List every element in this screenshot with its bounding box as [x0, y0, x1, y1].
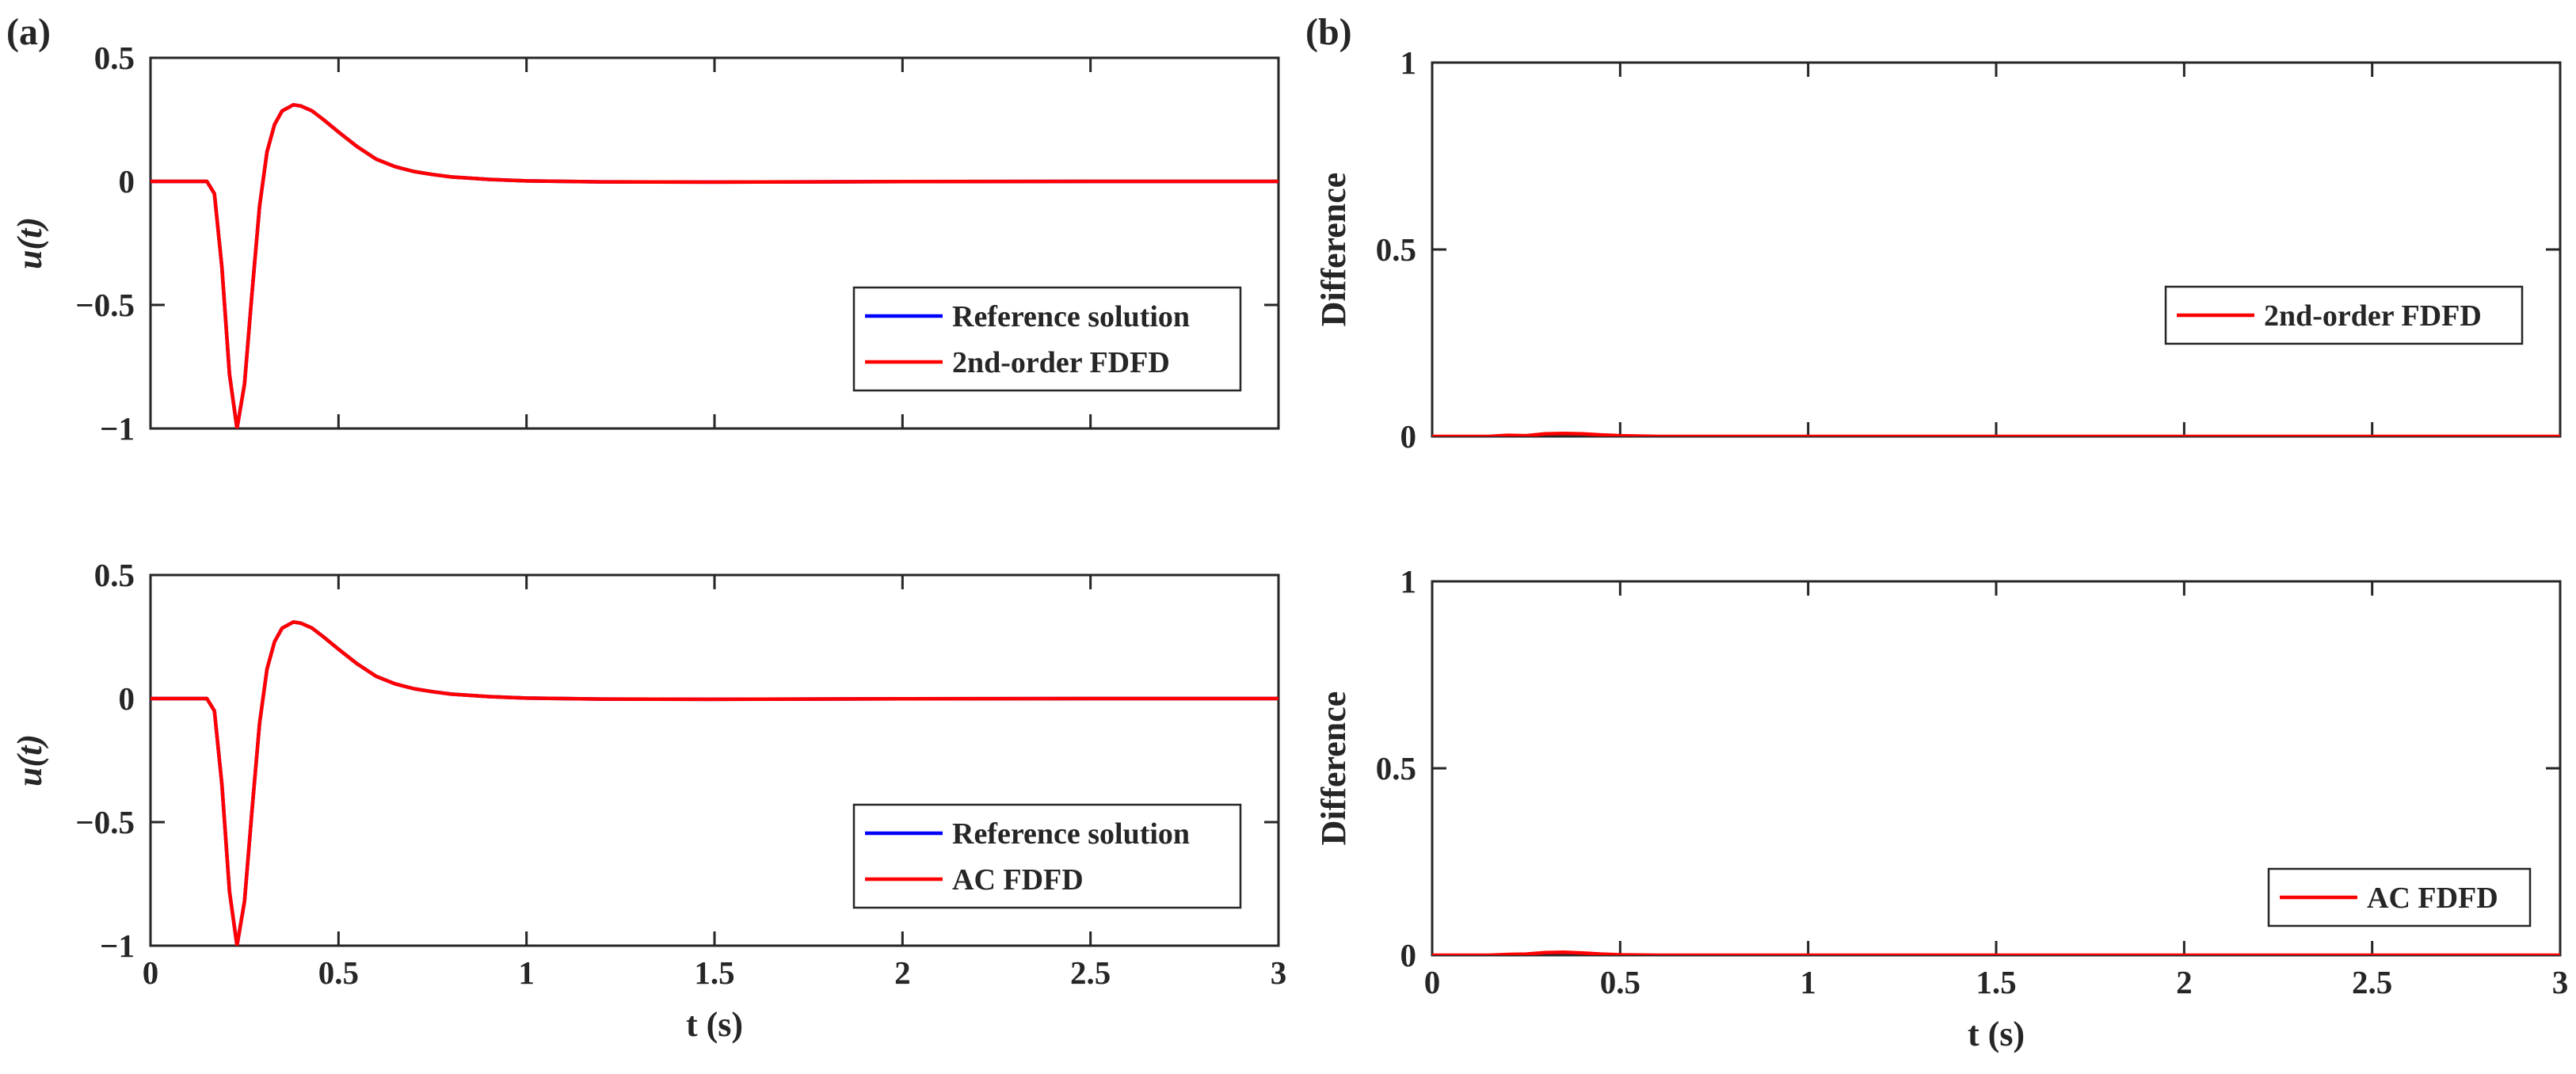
legend-entry: 2nd-order FDFD [2264, 299, 2482, 333]
legend: Reference solution 2nd-order FDFD [852, 286, 1242, 392]
y-axis-label: u(t) [10, 217, 49, 269]
y-tick-label: 0.5 [1376, 750, 1416, 786]
plot-b-top: 0 0.5 1 Difference 2nd-order FDFD [1314, 44, 2562, 455]
y-tick-label: 0.5 [94, 40, 135, 76]
x-tick-label: 0 [143, 954, 159, 991]
series-line-1 [1432, 431, 2560, 436]
x-tick-label: 1.5 [694, 954, 734, 991]
series-line-2 [151, 103, 1278, 428]
y-axis-label: Difference [1314, 691, 1353, 846]
series-line-2 [151, 620, 1278, 946]
x-tick-label: 0.5 [318, 954, 359, 991]
x-tick-label: 2.5 [1070, 954, 1111, 991]
plots-area: −1 −0.5 0 0.5 u(t) Reference solution 2nd-orde… [10, 40, 2568, 1053]
x-tick-label: 3 [2552, 964, 2569, 1000]
x-tick-label: 1.5 [1976, 964, 2016, 1000]
x-tick-label: 2 [2176, 964, 2193, 1000]
y-tick-label: 0 [1400, 937, 1417, 973]
legend-entry: Reference solution [952, 817, 1190, 851]
x-tick-label: 3 [1271, 954, 1287, 991]
y-tick-label: 0 [119, 163, 135, 200]
legend-box [852, 286, 1242, 392]
series-line-1 [1432, 950, 2560, 955]
y-tick-label: 1 [1400, 44, 1417, 81]
x-tick-label: 2.5 [2352, 964, 2392, 1000]
plot-frame [1431, 61, 2562, 438]
y-tick-label: 0.5 [1376, 231, 1416, 268]
y-axis-label: Difference [1314, 173, 1353, 327]
x-tick-label: 1 [1800, 964, 1816, 1000]
legend: 2nd-order FDFD [2164, 285, 2524, 345]
x-tick-label: 1 [518, 954, 535, 991]
legend-entry: Reference solution [952, 300, 1190, 333]
y-tick-label: 0.5 [94, 557, 135, 593]
plot-a-top: −1 −0.5 0 0.5 u(t) Reference solution 2nd-orde… [10, 40, 1280, 447]
y-tick-label: −1 [100, 410, 135, 447]
legend-entry: 2nd-order FDFD [952, 346, 1170, 379]
x-axis-label: t (s) [1968, 1015, 2025, 1053]
plot-a-bottom: 0 0.5 1 1.5 2 2.5 3 −1 −0.5 0 0.5 u(t) t (s) Referenc… [10, 557, 1286, 1044]
x-tick-label: 2 [894, 954, 911, 991]
y-tick-label: −1 [100, 927, 135, 964]
x-axis-label: t (s) [686, 1005, 743, 1044]
y-tick-label: 0 [119, 680, 135, 717]
legend-entry: AC FDFD [2367, 882, 2498, 915]
y-axis-label: u(t) [10, 734, 49, 786]
plot-b-bottom: 0 0.5 1 1.5 2 2.5 3 0 0.5 1 Difference t (s) AC FDFD [1314, 563, 2568, 1053]
legend-box [852, 803, 1242, 909]
x-tick-label: 0.5 [1600, 964, 1640, 1000]
legend: Reference solution AC FDFD [852, 803, 1242, 909]
y-tick-label: −0.5 [75, 804, 135, 840]
y-tick-label: −0.5 [75, 287, 135, 323]
legend: AC FDFD [2267, 867, 2532, 927]
y-tick-label: 0 [1400, 418, 1417, 455]
legend-entry: AC FDFD [952, 863, 1084, 897]
y-tick-label: 1 [1400, 563, 1417, 600]
panel-label-a: (a) [6, 11, 51, 53]
x-tick-label: 0 [1424, 964, 1441, 1000]
panel-label-b: (b) [1305, 11, 1352, 53]
